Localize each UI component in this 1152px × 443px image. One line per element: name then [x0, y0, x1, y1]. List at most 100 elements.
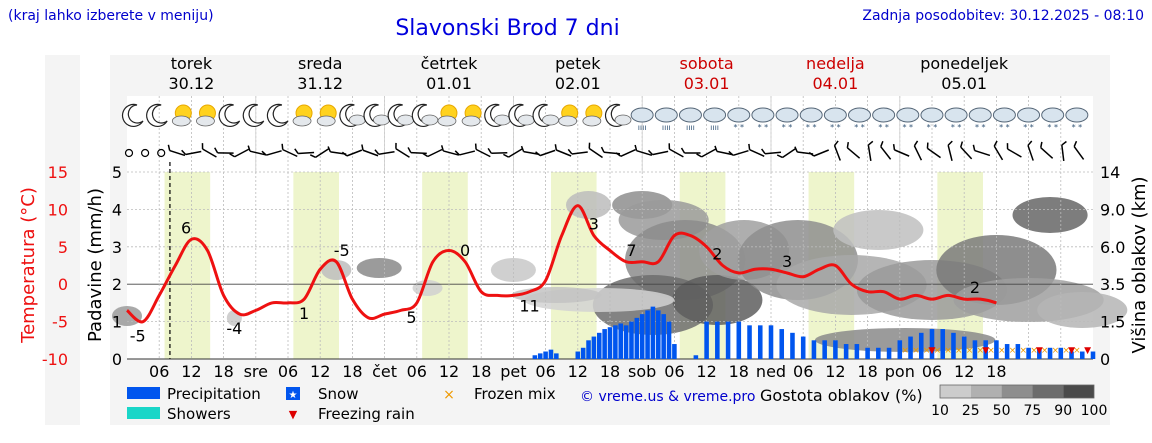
cloud-legend-swatch: [940, 385, 971, 398]
wind-barb-shaft: [475, 148, 491, 158]
precip-bar: [661, 314, 666, 359]
day-name-label: petek: [555, 54, 601, 73]
wind-barb-icon: [1073, 140, 1085, 160]
x-tick-label: 12: [439, 362, 459, 381]
temperature-tick-label: -10: [42, 350, 68, 369]
wind-barb-icon: [374, 149, 395, 155]
precip-tick-label: 2: [112, 275, 122, 294]
day-name-label: torek: [171, 54, 213, 73]
wind-barb-icon: [520, 145, 540, 156]
temperature-value-label: 5: [406, 308, 416, 327]
location-menu-note[interactable]: (kraj lahko izberete v meniju): [8, 8, 214, 24]
wind-barb-feather: [867, 140, 874, 146]
wind-barb-icon: [960, 141, 973, 160]
wind-barb-icon: [647, 149, 669, 156]
precip-bar: [715, 321, 720, 359]
wind-barb-icon: [554, 144, 572, 157]
wind-barb-feather: [880, 140, 884, 147]
legend-frozen-label: Frozen mix: [474, 385, 556, 403]
wind-barb-icon: [634, 144, 653, 157]
wind-barb-shaft: [749, 149, 765, 157]
wind-barb-icon: [926, 142, 941, 159]
last-update-label: Zadnja posodobitev: 30.12.2025 - 08:10: [862, 8, 1144, 24]
wind-barb-shaft: [315, 148, 330, 158]
day-date-label: 04.01: [812, 74, 858, 93]
precip-bar: [575, 351, 581, 359]
snow-icon: * *: [1047, 123, 1058, 132]
cloud-legend-tick: 100: [1081, 403, 1108, 419]
wind-barb-feather: [309, 154, 316, 159]
wind-barb-icon: [833, 140, 841, 161]
wind-barb-shaft: [927, 147, 941, 159]
wind-barb-icon: [309, 148, 330, 159]
wind-barb-shaft: [491, 151, 508, 155]
snow-icon: * *: [1023, 123, 1034, 132]
chart-background: [45, 55, 1110, 425]
cloud-height-tick-label: 0: [1100, 350, 1110, 369]
cloud-icon: [872, 107, 896, 123]
precip-bar: [908, 336, 913, 359]
cloud-icon: [493, 114, 511, 126]
x-tick-label: 06: [407, 362, 427, 381]
frozen-mix-marker: ×: [987, 346, 995, 356]
x-tick-label: 12: [568, 362, 588, 381]
wind-barb-icon: [281, 143, 298, 158]
wind-barb-shaft: [669, 148, 684, 158]
daylight-band: [422, 172, 468, 359]
wind-barb-shaft: [234, 148, 250, 158]
snow-icon: * *: [806, 123, 817, 132]
snow-icon: * *: [975, 123, 986, 132]
precip-bar: [639, 314, 645, 359]
wind-barb-icon: [503, 148, 523, 158]
precip-bar: [822, 340, 827, 359]
cloud-icon: [196, 115, 215, 127]
wind-barb-feather: [634, 144, 638, 151]
wind-barb-shaft: [556, 149, 572, 157]
wind-barb-shaft: [833, 145, 841, 161]
cloud-icon: [1041, 107, 1065, 123]
frozen-mix-marker: ×: [1062, 346, 1070, 356]
frozen-mix-marker: ×: [901, 346, 909, 356]
wind-barb-feather: [247, 145, 251, 152]
left-axis-band: [45, 55, 80, 425]
temperature-value-label: 6: [181, 218, 191, 237]
frozen-mix-icon: ×: [443, 387, 455, 403]
temperature-value-label: -1: [1015, 0, 1031, 4]
frozen-mix-marker: ×: [1019, 346, 1027, 356]
snow-icon: ıııı: [686, 123, 695, 132]
cloud-icon: [292, 115, 312, 127]
cloud-height-tick-label: 14: [1100, 163, 1120, 182]
wind-barb-shaft: [298, 151, 315, 155]
frozen-mix-marker: ×: [966, 346, 974, 356]
wind-barb-feather: [474, 143, 477, 150]
precip-bar: [940, 329, 946, 359]
wind-barb-icon: [440, 145, 459, 156]
cloud-icon: [968, 107, 992, 123]
wind-barb-feather: [833, 140, 839, 146]
precip-bar: [672, 344, 677, 359]
precip-bar: [645, 310, 650, 359]
wind-calm-icon: [141, 148, 150, 158]
precip-bar: [1090, 351, 1096, 359]
precip-bar: [1069, 351, 1074, 359]
freezing-rain-marker: ▼: [929, 346, 936, 356]
cloud-legend-tick: 90: [1054, 403, 1072, 419]
cloud-blob: [1037, 292, 1128, 328]
wind-barb-shaft: [701, 148, 716, 158]
cloud-icon: [823, 107, 847, 123]
x-tick-label: 18: [342, 362, 362, 381]
day-name-label: nedelja: [806, 54, 865, 73]
moon-icon: [266, 103, 289, 128]
wind-barb-icon: [1061, 140, 1067, 162]
cloud-legend-title: Gostota oblakov (%): [760, 386, 923, 405]
wind-barb-feather: [327, 146, 332, 153]
precip-bar: [586, 340, 591, 359]
cloud-icon: [630, 107, 654, 123]
cloud-icon: [799, 107, 823, 123]
wind-barb-shaft: [947, 145, 953, 161]
cloud-blob: [1012, 197, 1088, 233]
precip-bar: [833, 340, 838, 359]
x-tick-label: pon: [885, 362, 915, 381]
wind-barb-feather: [615, 152, 622, 157]
wind-barb-shaft: [169, 149, 186, 157]
